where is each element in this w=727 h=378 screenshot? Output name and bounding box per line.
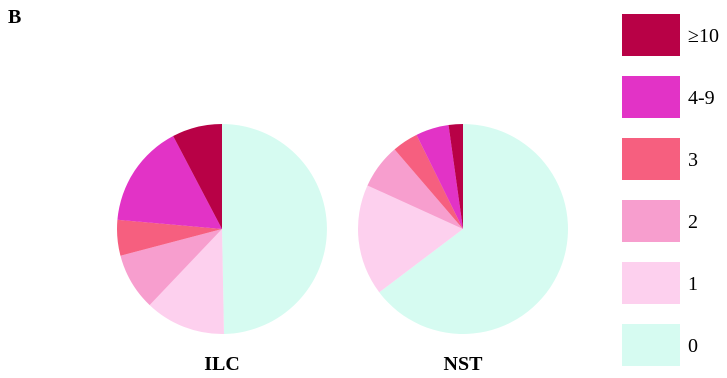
pie-slice-ilc-2 — [120, 229, 222, 306]
legend-swatch-3 — [622, 138, 680, 180]
pie-slice-ilc-gte-10 — [173, 124, 222, 229]
pie-slice-nst-gte-10 — [448, 124, 463, 229]
legend: ≥10 4-9 3 2 1 0 — [622, 14, 719, 366]
pie-label-ilc: ILC — [204, 353, 240, 375]
legend-swatch-2 — [622, 200, 680, 242]
pie-slice-nst-3 — [394, 134, 463, 229]
pie-slice-nst-1 — [357, 185, 463, 293]
legend-label-gte-10: ≥10 — [688, 25, 719, 47]
pie-slice-ilc-4-9 — [117, 136, 222, 229]
pie-slice-ilc-0 — [222, 124, 327, 334]
legend-label-1: 1 — [688, 273, 698, 295]
legend-label-0: 0 — [688, 335, 698, 357]
pie-slice-ilc-1 — [149, 229, 224, 334]
panel-letter: B — [8, 6, 22, 28]
legend-label-3: 3 — [688, 149, 698, 171]
pie-slice-nst-0 — [379, 124, 568, 334]
pie-slice-ilc-3 — [117, 219, 222, 256]
pie-slice-nst-4-9 — [416, 125, 463, 229]
legend-swatch-4-9 — [622, 76, 680, 118]
pie-slice-nst-2 — [367, 149, 463, 229]
legend-swatch-gte-10 — [622, 14, 680, 56]
pies-group: ILC NST — [117, 124, 568, 375]
legend-swatch-0 — [622, 324, 680, 366]
legend-label-4-9: 4-9 — [688, 87, 715, 109]
legend-swatch-1 — [622, 262, 680, 304]
pie-label-nst: NST — [444, 353, 484, 375]
legend-label-2: 2 — [688, 211, 698, 233]
